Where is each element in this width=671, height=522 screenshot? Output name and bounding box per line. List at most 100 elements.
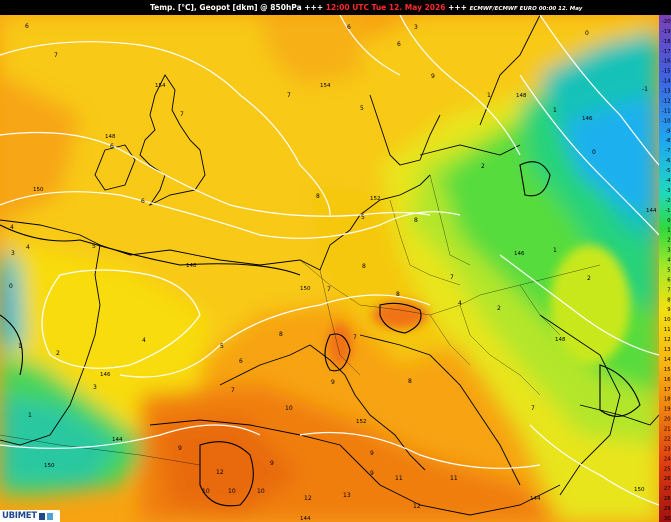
temperature-label: 6 bbox=[25, 23, 29, 30]
color-scale-tick-label: 25 bbox=[664, 466, 671, 472]
temperature-labels: 6 7 7 7 6 6 9 6 8 8 4 5 8 7 3 4 5 6 0 1 … bbox=[9, 23, 648, 510]
temperature-label: 9 bbox=[331, 379, 335, 386]
temperature-label: 8 bbox=[316, 193, 320, 200]
color-scale-ticks: -20-19-18-17-16-15-14-13-12-11-10-9-8-7-… bbox=[662, 19, 671, 522]
color-scale-tick-label: 6 bbox=[667, 277, 670, 283]
title-bar: Temp. [°C], Geopot [dkm] @ 850hPa +++ 12… bbox=[0, 0, 671, 15]
temperature-label: 8 bbox=[362, 263, 366, 270]
color-scale-tick-label: -1 bbox=[665, 208, 670, 214]
color-scale-tick-label: -3 bbox=[665, 188, 670, 194]
color-scale-tick-label: -19 bbox=[662, 29, 670, 35]
geopotential-label: 150 bbox=[33, 187, 44, 193]
temperature-label: 0 bbox=[585, 30, 589, 37]
color-scale-tick-label: -16 bbox=[662, 59, 670, 65]
geopotential-label: 144 bbox=[646, 208, 657, 214]
temperature-label: 3 bbox=[414, 24, 418, 31]
geopotential-label: 144 bbox=[530, 496, 541, 502]
color-scale-tick-label: -8 bbox=[665, 138, 670, 144]
temperature-label: 6 bbox=[347, 24, 351, 31]
geopotential-label: 150 bbox=[44, 463, 55, 469]
color-scale-tick-label: 23 bbox=[664, 446, 671, 452]
temperature-field bbox=[0, 15, 659, 522]
temperature-label: 9 bbox=[370, 450, 374, 457]
temperature-label: -1 bbox=[642, 86, 648, 93]
color-scale-tick-label: -18 bbox=[662, 39, 670, 45]
separator-2: +++ bbox=[448, 3, 467, 12]
color-scale-tick-label: -11 bbox=[662, 108, 670, 114]
temperature-label: 2 bbox=[587, 275, 591, 282]
temperature-label: 11 bbox=[395, 475, 403, 482]
color-scale-tick-label: 19 bbox=[664, 407, 671, 413]
temperature-label: 6 bbox=[141, 198, 145, 205]
color-scale-tick-label: 1 bbox=[667, 228, 670, 234]
geopotential-label: 144 bbox=[112, 437, 123, 443]
color-scale-tick-label: 5 bbox=[667, 268, 670, 274]
temperature-label: 5 bbox=[92, 243, 96, 250]
geopotential-label: 152 bbox=[370, 196, 381, 202]
color-scale-tick-label: -9 bbox=[665, 128, 670, 134]
geopotential-label: 150 bbox=[634, 487, 645, 493]
color-scale-tick-label: 30 bbox=[664, 516, 671, 522]
temperature-label: 8 bbox=[279, 331, 283, 338]
temperature-label: 5 bbox=[361, 214, 365, 221]
color-scale-tick-label: 10 bbox=[664, 317, 671, 323]
temperature-label: 10 bbox=[257, 488, 265, 495]
color-scale-tick-label: 3 bbox=[667, 248, 670, 254]
color-scale-tick-label: 20 bbox=[664, 417, 671, 423]
temperature-label: 1 bbox=[18, 343, 22, 350]
color-scale-tick-label: -2 bbox=[665, 198, 670, 204]
color-scale-tick-label: -17 bbox=[662, 49, 670, 55]
temperature-label: 2 bbox=[481, 163, 485, 170]
temperature-label: 11 bbox=[450, 475, 458, 482]
temperature-label: 10 bbox=[202, 488, 210, 495]
color-scale-tick-label: -12 bbox=[662, 99, 670, 105]
geopotential-contours bbox=[0, 15, 659, 506]
color-scale-tick-label: -5 bbox=[665, 168, 670, 174]
color-scale-tick-label: -7 bbox=[665, 148, 670, 154]
color-scale-tick-label: 0 bbox=[667, 218, 670, 224]
temperature-label: 13 bbox=[343, 492, 351, 499]
temperature-label: 12 bbox=[304, 495, 312, 502]
geopotential-label: 146 bbox=[100, 372, 111, 378]
model-run: ECMWF/ECMWF EURO 00:00 12. May bbox=[469, 6, 583, 12]
temperature-label: 1 bbox=[553, 247, 557, 254]
temperature-label: 7 bbox=[287, 92, 291, 99]
geopotential-labels: 154 154 148 150 152 150 146 148 148 144 … bbox=[33, 83, 657, 522]
color-scale-tick-label: -15 bbox=[662, 69, 670, 75]
temperature-label: 10 bbox=[228, 488, 236, 495]
temperature-label: 9 bbox=[178, 445, 182, 452]
color-scale-tick-label: 26 bbox=[664, 476, 671, 482]
color-scale-tick-label: 12 bbox=[664, 337, 671, 343]
logo-square-icon bbox=[46, 512, 53, 520]
color-scale-tick-label: 13 bbox=[664, 347, 671, 353]
temperature-label: 3 bbox=[11, 250, 15, 257]
temperature-label: 7 bbox=[231, 387, 235, 394]
temperature-label: 2 bbox=[497, 305, 501, 312]
geopotential-label: 152 bbox=[356, 419, 367, 425]
temperature-label: 9 bbox=[370, 470, 374, 477]
color-scale-tick-label: 18 bbox=[664, 397, 671, 403]
temperature-label: 8 bbox=[414, 217, 418, 224]
color-scale-tick-label: 27 bbox=[664, 486, 671, 492]
color-scale-tick-label: 15 bbox=[664, 367, 671, 373]
temperature-label: 9 bbox=[270, 460, 274, 467]
logo-square-icon bbox=[38, 512, 45, 520]
temperature-label: 10 bbox=[285, 405, 293, 412]
color-scale-tick-label: 29 bbox=[664, 506, 671, 512]
temperature-label: 5 bbox=[220, 343, 224, 350]
color-scale-tick-label: 8 bbox=[667, 297, 670, 303]
temperature-label: 2 bbox=[56, 350, 60, 357]
temperature-label: 12 bbox=[216, 469, 224, 476]
temperature-label: 12 bbox=[413, 503, 421, 510]
color-scale-tick-label: -6 bbox=[665, 158, 670, 164]
title-text: Temp. [°C], Geopot [dkm] @ 850hPa +++ 12… bbox=[150, 0, 582, 15]
parameter-title: Temp. [°C], Geopot [dkm] @ 850hPa bbox=[150, 3, 302, 12]
geopotential-label: 148 bbox=[186, 263, 197, 269]
temperature-label: 0 bbox=[592, 149, 596, 156]
temperature-label: 3 bbox=[93, 384, 97, 391]
color-scale-tick-label: 9 bbox=[667, 307, 670, 313]
temperature-label: 7 bbox=[353, 334, 357, 341]
temperature-label: 1 bbox=[553, 107, 557, 114]
color-scale-tick-label: -14 bbox=[662, 79, 671, 85]
